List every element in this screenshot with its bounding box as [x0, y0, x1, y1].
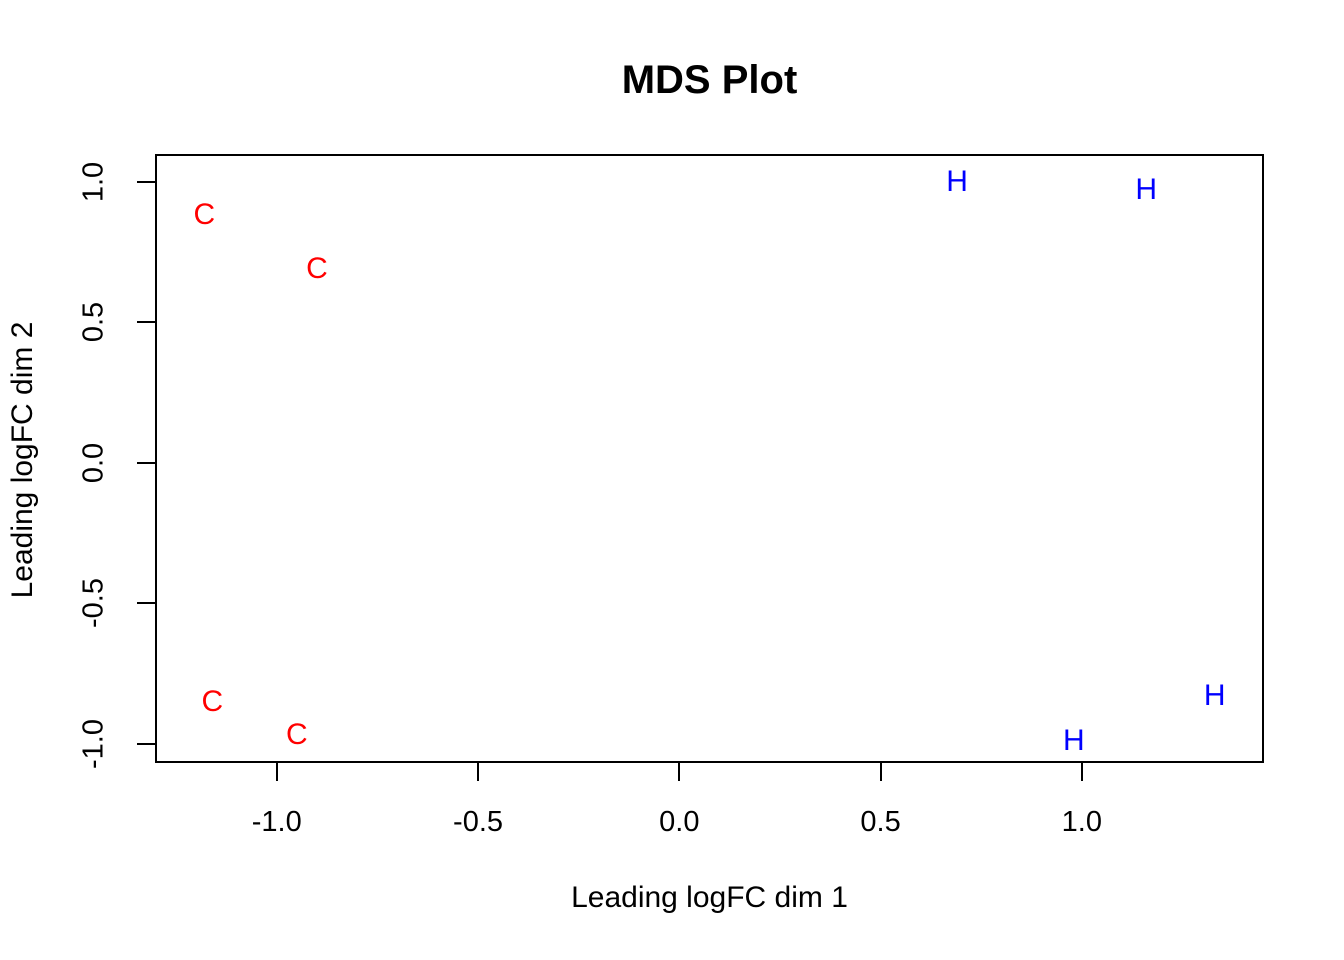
- y-tick-label: 0.0: [77, 442, 110, 483]
- point-H: H: [1062, 723, 1085, 757]
- point-C: C: [201, 684, 224, 718]
- point-C: C: [193, 198, 216, 232]
- plot-area: [155, 154, 1264, 763]
- point-C: C: [306, 251, 328, 285]
- x-tick-mark: [275, 762, 278, 781]
- y-tick-mark: [137, 321, 156, 324]
- y-tick-mark: [137, 180, 156, 183]
- y-tick-mark: [137, 742, 156, 745]
- x-tick-label: 0.5: [860, 806, 901, 838]
- point-C: C: [286, 718, 308, 752]
- x-tick-label: -0.5: [453, 806, 504, 838]
- point-H: H: [1135, 173, 1158, 207]
- point-H: H: [1203, 678, 1226, 712]
- x-tick-label: 1.0: [1061, 806, 1103, 838]
- x-tick-mark: [678, 762, 681, 781]
- x-tick-label: -1.0: [251, 806, 302, 838]
- x-axis-label: Leading logFC dim 1: [571, 881, 848, 914]
- y-tick-label: 1.0: [77, 161, 110, 202]
- y-axis-label: Leading logFC dim 2: [6, 321, 39, 599]
- y-tick-label: -0.5: [77, 578, 110, 629]
- y-tick-mark: [137, 461, 156, 464]
- x-tick-label: 0.0: [659, 806, 700, 838]
- x-tick-mark: [1080, 762, 1083, 781]
- x-tick-mark: [477, 762, 480, 781]
- y-tick-mark: [137, 602, 156, 605]
- y-tick-label: -1.0: [77, 718, 110, 769]
- x-tick-mark: [879, 762, 882, 781]
- y-tick-label: 0.5: [77, 302, 110, 343]
- chart-title: MDS Plot: [621, 58, 798, 102]
- point-H: H: [946, 164, 968, 198]
